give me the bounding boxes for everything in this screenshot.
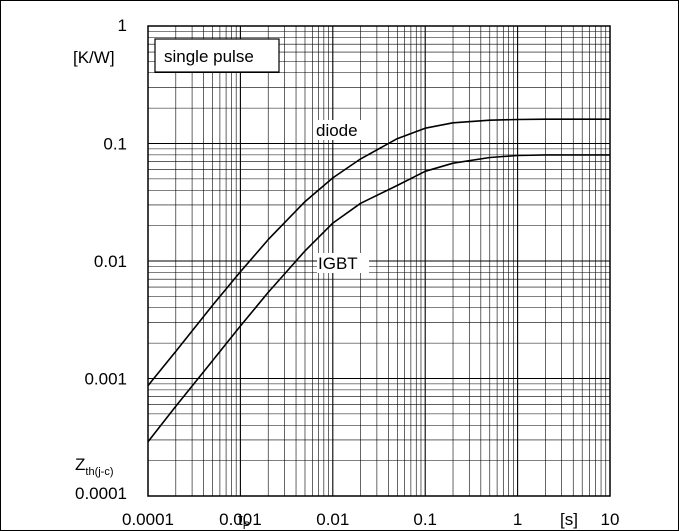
x-unit-label: [s] [560, 510, 578, 529]
x-tick-label: 0.1 [413, 510, 437, 529]
plot-area-border [147, 25, 611, 497]
annotation-text: single pulse [164, 47, 254, 66]
x-tick-label: 0.01 [316, 510, 349, 529]
series-label-diode: diode [316, 121, 358, 140]
series-label-igbt: IGBT [318, 254, 358, 273]
series-line-diode [147, 118, 610, 387]
y-tick-label: 0.01 [94, 252, 127, 271]
x-axis-subscript: P [243, 520, 250, 531]
x-axis-label: tP [238, 510, 250, 531]
y-axis-symbol: Z [75, 455, 85, 474]
y-tick-label: 0.0001 [75, 484, 127, 503]
igbt-label-bg [317, 253, 369, 273]
tick-labels: 0.0001 0.001 0.01 0.1 1 10 0.0001 0.001 0.01 0.1 1 [75, 16, 619, 529]
x-tick-label: 0.001 [219, 510, 262, 529]
x-tick-label: 0.0001 [122, 510, 174, 529]
y-axis-subscript: th(j-c) [85, 466, 113, 478]
y-tick-label: 0.1 [103, 135, 127, 154]
y-tick-label: 0.001 [84, 370, 127, 389]
diode-label-bg [315, 120, 367, 140]
y-axis-label: Zth(j-c) [75, 455, 114, 478]
x-axis-symbol: t [238, 510, 243, 529]
y-tick-label: 1 [118, 16, 127, 35]
x-tick-label: 10 [601, 510, 620, 529]
x-tick-label: 1 [513, 510, 522, 529]
y-unit-label: [K/W] [73, 48, 115, 67]
annotation-box [154, 38, 280, 73]
series-line-igbt [147, 154, 610, 443]
curves [147, 118, 610, 443]
